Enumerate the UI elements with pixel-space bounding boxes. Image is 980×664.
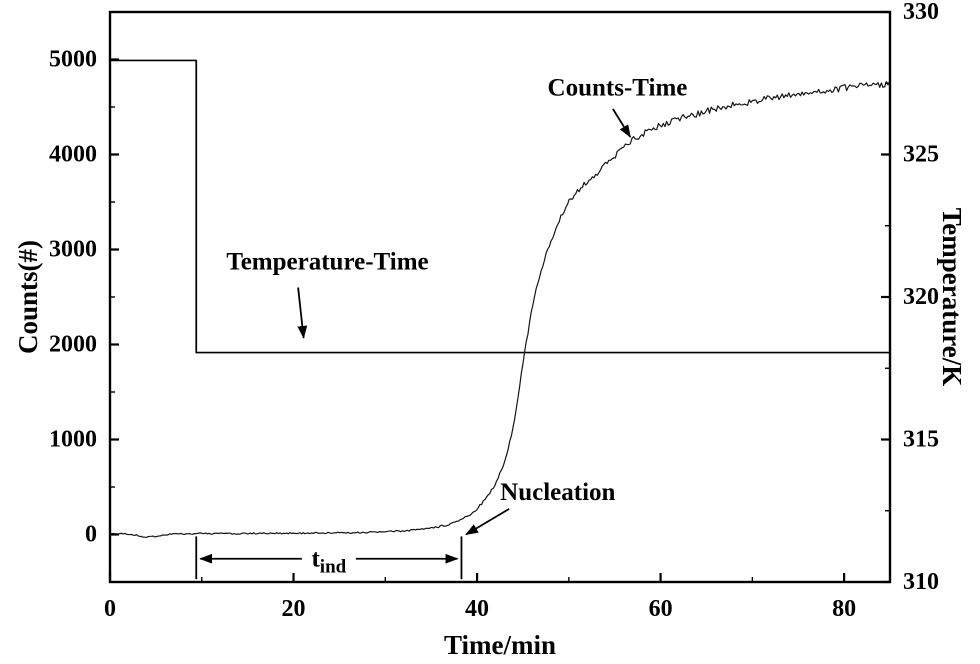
counts-time-series bbox=[109, 81, 891, 539]
annotation-temperature-time: Temperature-Time bbox=[226, 248, 429, 339]
x-tick-label: 40 bbox=[465, 596, 489, 622]
tick-labels: 0 20 40 60 80 0 1000 2000 3000 4000 5000 310 315 320 3… bbox=[49, 0, 939, 622]
x-tick-label: 20 bbox=[282, 596, 306, 622]
y-right-tick-label: 315 bbox=[903, 427, 939, 453]
y-left-tick-label: 1000 bbox=[49, 427, 97, 453]
y-right-tick-label: 330 bbox=[903, 0, 939, 25]
x-tick-label: 60 bbox=[649, 596, 673, 622]
y-right-tick-label: 310 bbox=[903, 569, 939, 595]
y-left-tick-label: 3000 bbox=[49, 237, 97, 263]
induction-time-marker: tind bbox=[195, 536, 463, 580]
plot-frame bbox=[108, 10, 892, 584]
annotation-counts-time: Counts-Time bbox=[548, 75, 688, 138]
series-layer bbox=[109, 59, 891, 539]
induction-label-bg bbox=[301, 539, 356, 578]
annotation-counts-time-label: Counts-Time bbox=[548, 75, 688, 102]
temperature-time-series bbox=[110, 59, 890, 354]
annotation-nucleation-arrow bbox=[465, 508, 510, 536]
y-left-tick-label: 0 bbox=[85, 522, 97, 548]
y-right-tick-label: 325 bbox=[903, 142, 939, 168]
x-tick-label: 0 bbox=[104, 596, 116, 622]
annotation-temperature-time-arrow bbox=[297, 287, 308, 339]
annotation-temperature-time-label: Temperature-Time bbox=[226, 248, 428, 275]
y-left-tick-label: 4000 bbox=[49, 142, 97, 168]
annotation-nucleation: Nucleation bbox=[465, 479, 616, 536]
y-left-tick-label: 5000 bbox=[49, 47, 97, 73]
annotation-nucleation-label: Nucleation bbox=[500, 479, 615, 506]
y-right-tick-label: 320 bbox=[903, 284, 939, 310]
annotation-counts-time-arrow bbox=[612, 108, 632, 138]
x-tick-label: 80 bbox=[832, 596, 856, 622]
induction-time-label: tind bbox=[311, 545, 346, 577]
y-left-tick-label: 2000 bbox=[49, 332, 97, 358]
